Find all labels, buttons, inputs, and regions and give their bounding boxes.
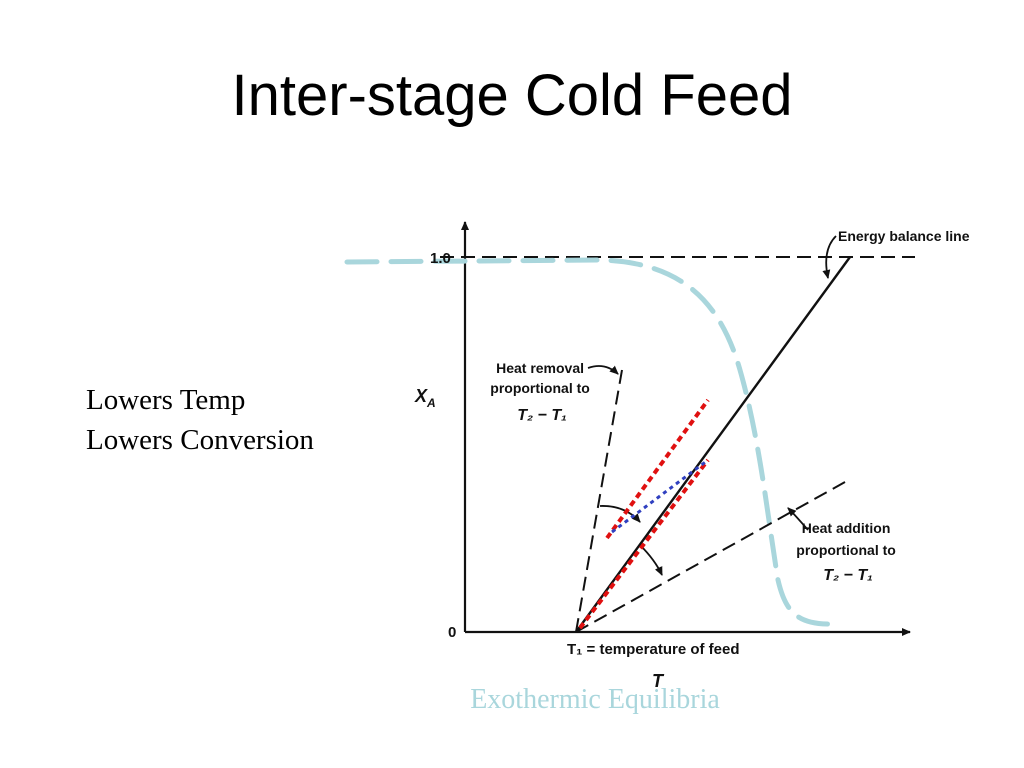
heat-removal-line3: T₂ − T₁: [517, 407, 567, 424]
cold-feed-line: [578, 458, 710, 630]
note-lowers-temp: Lowers Temp: [86, 384, 246, 416]
heat-removal-line2: proportional to: [490, 380, 590, 396]
removal-angle-arc: [599, 505, 641, 523]
heat-addition-line1: Heat addition: [802, 520, 891, 536]
energy-balance-arrow: [822, 235, 837, 279]
feed-label: T₁ = temperature of feed: [567, 641, 740, 658]
y-tick-top: 1.0: [430, 250, 451, 267]
heat-removal-label: Heat removal proportional to T₂ − T₁: [490, 360, 593, 424]
energy-balance-label: Energy balance line: [838, 228, 970, 244]
addition-angle-arc: [639, 544, 663, 576]
diagram-caption: Exothermic Equilibria: [470, 684, 720, 715]
y-tick-bottom: 0: [448, 624, 456, 641]
heat-addition-label: Heat addition proportional to T₂ − T₁: [796, 520, 899, 584]
x-axis-label: T: [652, 671, 665, 691]
y-axis-label: XA: [414, 386, 436, 410]
heat-removal-line: [575, 369, 623, 633]
slide-title: Inter-stage Cold Feed: [231, 63, 793, 128]
note-lowers-conversion: Lowers Conversion: [86, 424, 314, 456]
heat-removal-arrow: [587, 365, 619, 375]
heat-addition-line2: proportional to: [796, 542, 896, 558]
heat-addition-line: [575, 481, 846, 633]
energy-balance-line: [575, 256, 851, 633]
notes-text: Lowers Temp Lowers Conversion: [86, 380, 314, 460]
heat-addition-line3: T₂ − T₁: [823, 567, 873, 584]
equilibrium-curve: [344, 257, 838, 627]
cold-feed-adiabatic-line: [605, 398, 710, 540]
mixing-line: [611, 458, 709, 534]
heat-addition-arrow: [787, 507, 809, 531]
heat-removal-line1: Heat removal: [496, 360, 584, 376]
